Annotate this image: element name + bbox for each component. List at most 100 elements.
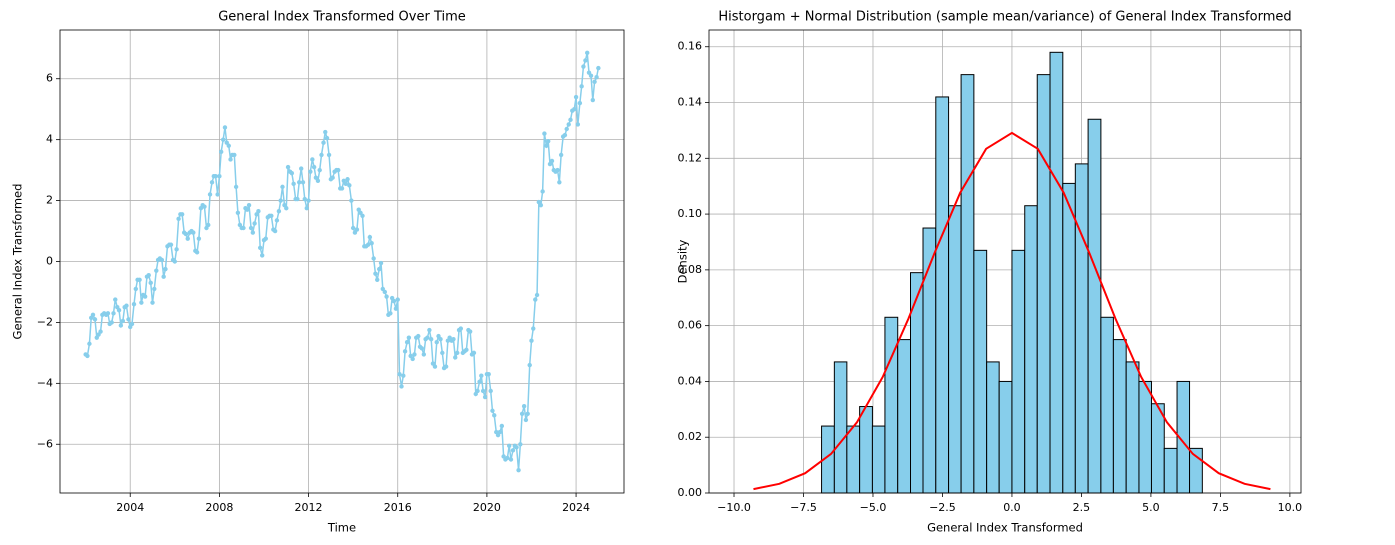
data-point	[406, 335, 412, 340]
data-point	[276, 209, 282, 214]
data-point	[105, 311, 111, 316]
x-tick-label: 2012	[295, 501, 323, 514]
data-point	[215, 192, 220, 197]
data-point	[564, 126, 569, 132]
data-point	[98, 329, 103, 334]
data-point	[477, 379, 482, 385]
data-point	[241, 225, 246, 231]
data-point	[202, 204, 207, 209]
y-tick-label: 2	[46, 194, 53, 207]
histogram-bar	[910, 272, 924, 494]
data-point	[347, 183, 352, 188]
data-point	[373, 271, 378, 276]
data-point	[419, 346, 425, 351]
data-point	[126, 317, 131, 322]
x-tick-label: 2020	[473, 501, 501, 514]
data-point	[388, 311, 393, 316]
data-point	[596, 65, 601, 71]
data-point	[573, 94, 579, 100]
y-tick-label: 0.02	[678, 430, 703, 443]
data-point	[592, 79, 597, 84]
data-point	[300, 180, 306, 185]
data-point	[421, 352, 427, 357]
x-tick-label: 2.5	[1073, 501, 1091, 514]
histogram-bar	[1011, 249, 1026, 494]
data-point	[285, 164, 291, 170]
data-point	[232, 152, 237, 158]
data-point	[191, 230, 196, 235]
histogram-bar	[1150, 403, 1165, 494]
data-point	[455, 350, 460, 356]
data-point	[299, 166, 304, 171]
data-point	[228, 157, 233, 162]
data-point	[518, 442, 523, 447]
x-tick-label: 2008	[205, 501, 233, 514]
data-point	[339, 186, 345, 191]
data-point	[185, 236, 190, 241]
data-point	[395, 297, 400, 302]
data-point	[575, 122, 581, 127]
histogram-bar	[846, 425, 861, 494]
data-point	[259, 253, 265, 258]
data-point	[354, 227, 360, 232]
data-point	[113, 297, 118, 302]
data-point	[131, 301, 137, 307]
data-point	[92, 317, 98, 322]
data-point	[583, 58, 588, 63]
data-point	[172, 259, 178, 264]
x-tick-label: −2.5	[929, 501, 956, 514]
y-axis-label: Density	[676, 239, 690, 283]
subplot: −10.0 −7.5 −5.0 −2.5 0.0 2.5 5.0 7.5 10.0 0.00 0.0…	[676, 10, 1303, 535]
x-tick-label: 10.0	[1278, 501, 1303, 514]
data-point	[256, 209, 261, 214]
data-point	[521, 403, 527, 409]
data-point	[280, 184, 285, 190]
data-point	[129, 321, 135, 327]
data-point	[360, 213, 365, 219]
data-point	[365, 242, 371, 247]
data-point	[235, 210, 241, 215]
data-point	[296, 180, 302, 185]
histogram-bar	[897, 339, 912, 494]
data-point	[194, 250, 200, 255]
data-point	[490, 408, 495, 413]
data-point	[384, 294, 389, 299]
data-point	[557, 180, 562, 185]
data-point	[588, 73, 594, 78]
data-point	[558, 152, 564, 158]
subplot: 2004 2008 2012 2016 2020 2024 −6 −4 −2 0 2 4 6 Genera…	[11, 10, 625, 535]
data-point	[377, 266, 382, 272]
data-point	[428, 336, 434, 342]
histogram-bar	[973, 249, 988, 494]
data-point	[443, 364, 449, 369]
histogram-bar	[1112, 339, 1127, 494]
data-point	[471, 350, 477, 356]
y-tick-label: 0.12	[678, 151, 703, 164]
data-point	[480, 388, 486, 394]
data-point	[523, 417, 529, 423]
y-axis-label: General Index Transformed	[11, 184, 25, 340]
histogram-bar	[960, 74, 975, 494]
data-point	[482, 394, 488, 400]
data-point	[585, 50, 590, 56]
data-point	[302, 196, 307, 202]
data-point	[217, 174, 222, 179]
data-point	[87, 341, 92, 346]
data-point	[514, 445, 519, 450]
data-point	[310, 157, 315, 162]
data-point	[402, 349, 408, 354]
data-point	[516, 467, 521, 473]
data-point	[142, 294, 148, 299]
y-tick-label: 0.00	[678, 486, 703, 499]
data-point	[111, 311, 116, 316]
data-point	[467, 329, 473, 334]
data-point	[540, 189, 545, 194]
histogram-bar	[871, 425, 886, 494]
data-point	[525, 411, 530, 417]
data-point	[168, 242, 174, 247]
histogram-bar	[1138, 380, 1152, 494]
data-point	[594, 75, 599, 80]
data-point	[486, 372, 491, 377]
data-point	[152, 286, 157, 292]
data-point	[207, 192, 213, 197]
